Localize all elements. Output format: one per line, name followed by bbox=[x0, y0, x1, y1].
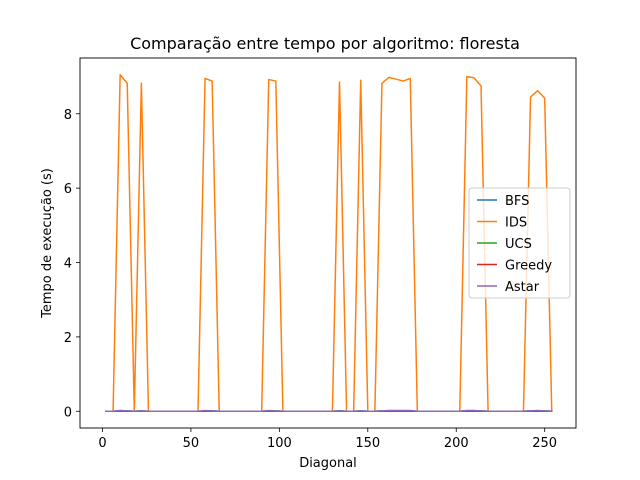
legend-label-ucs: UCS bbox=[505, 237, 532, 252]
x-axis: 0 50 100 150 200 250 bbox=[98, 428, 557, 451]
x-axis-label: Diagonal bbox=[299, 456, 357, 471]
x-tick-label: 50 bbox=[183, 436, 200, 451]
legend-label-astar: Astar bbox=[505, 280, 540, 295]
y-axis-label: Tempo de execução (s) bbox=[40, 168, 55, 319]
x-tick-label: 100 bbox=[267, 436, 292, 451]
legend-label-bfs: BFS bbox=[505, 194, 529, 209]
legend: BFS IDS UCS Greedy Astar bbox=[468, 187, 571, 299]
x-tick-label: 0 bbox=[98, 436, 106, 451]
legend-label-ids: IDS bbox=[505, 216, 527, 231]
y-tick-label: 0 bbox=[64, 405, 72, 420]
legend-label-greedy: Greedy bbox=[505, 259, 552, 274]
y-tick-label: 2 bbox=[64, 331, 72, 346]
series-line-astar bbox=[105, 409, 553, 413]
axes-frame bbox=[79, 57, 577, 429]
series-lines bbox=[105, 73, 553, 413]
y-axis: 0 2 4 6 8 bbox=[64, 108, 80, 420]
legend-box bbox=[468, 187, 571, 299]
x-tick-label: 150 bbox=[355, 436, 380, 451]
x-tick-label: 250 bbox=[532, 436, 557, 451]
chart-title: Comparação entre tempo por algoritmo: fl… bbox=[130, 34, 520, 53]
y-tick-label: 8 bbox=[64, 108, 72, 123]
y-tick-label: 6 bbox=[64, 182, 72, 197]
y-tick-label: 4 bbox=[64, 257, 72, 272]
x-tick-label: 200 bbox=[444, 436, 469, 451]
